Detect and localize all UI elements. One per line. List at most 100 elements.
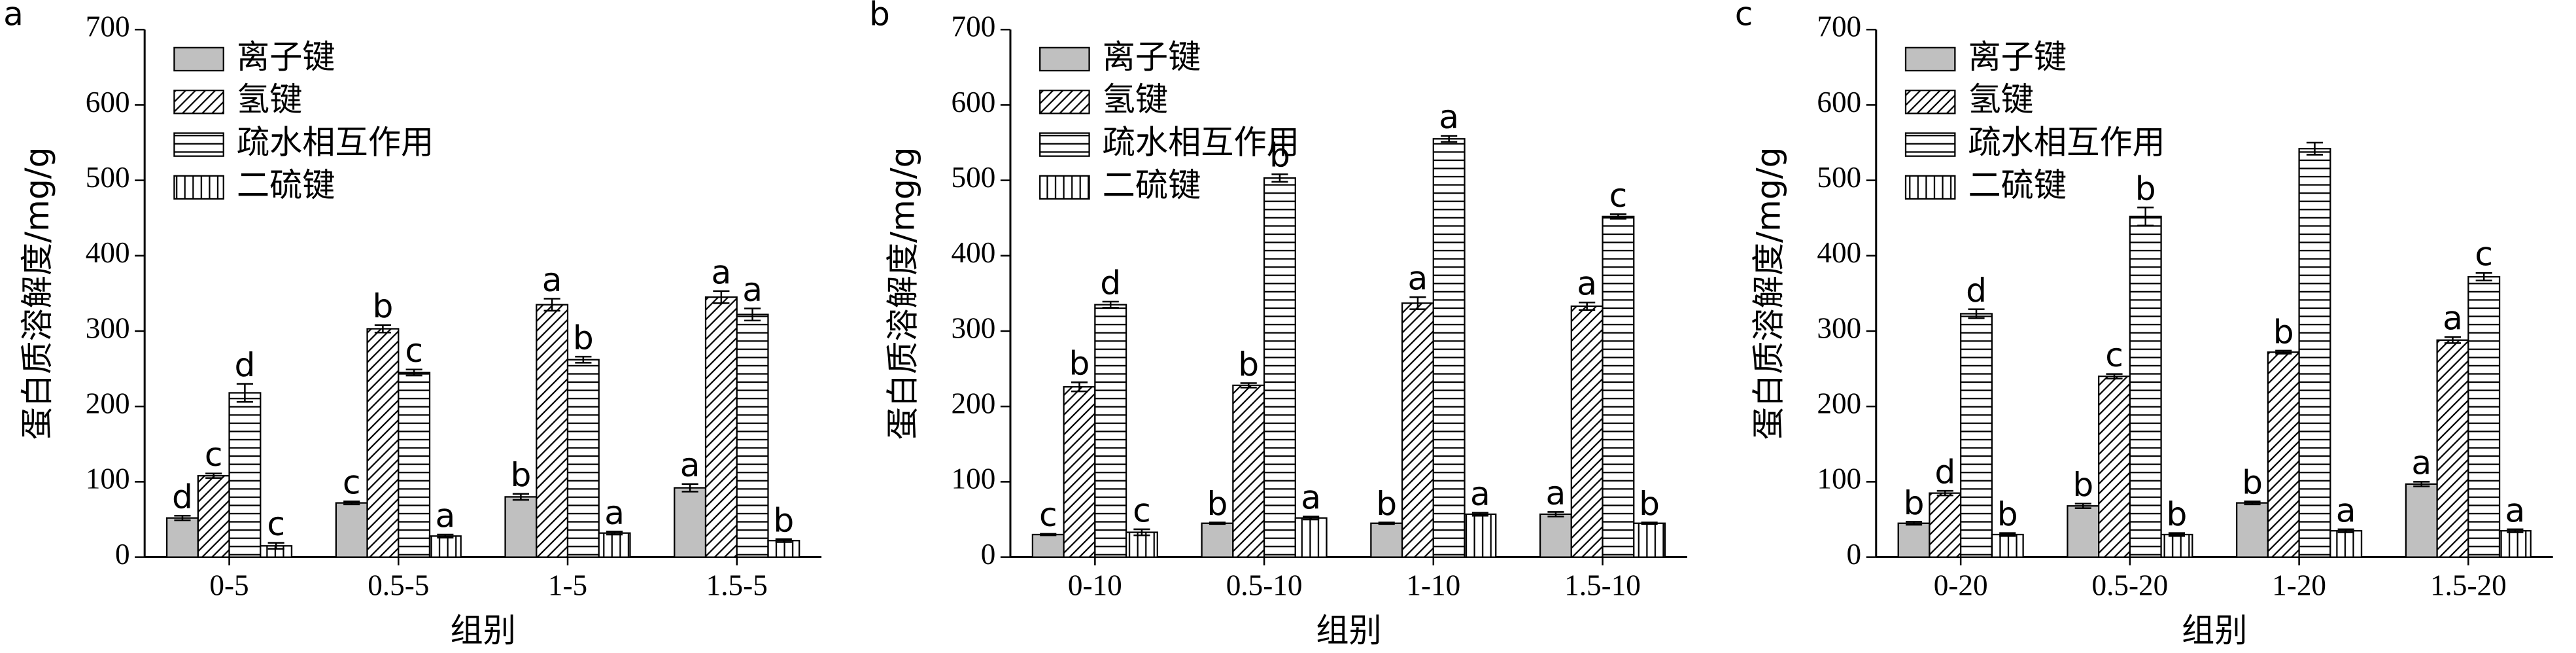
error-bar [575, 355, 592, 364]
bar [1960, 313, 1993, 558]
y-tick-label: 500 [1817, 161, 1861, 194]
error-bar [2168, 532, 2186, 537]
x-tick-label: 1.5-5 [706, 569, 768, 602]
significance-letter: c [405, 331, 423, 370]
error-bar [713, 290, 730, 304]
bar [674, 487, 707, 558]
legend-label: 离子键 [1103, 37, 1201, 76]
x-tick-label: 1-20 [2272, 569, 2326, 602]
significance-letter: d [1966, 271, 1987, 309]
significance-letter: a [711, 253, 731, 291]
bar [1125, 531, 1158, 558]
significance-letter: a [1470, 474, 1490, 513]
significance-letter: a [542, 260, 562, 299]
error-bar [2137, 206, 2154, 226]
significance-letter: a [2505, 491, 2526, 529]
significance-letter: b [2135, 169, 2156, 207]
error-bar [1271, 173, 1288, 183]
bar [566, 359, 600, 558]
legend-swatch [1039, 175, 1090, 200]
y-tick-label: 700 [952, 10, 996, 43]
significance-letter: c [1133, 491, 1151, 529]
y-tick-label: 600 [1817, 86, 1861, 118]
bar [1633, 522, 1666, 558]
bar [598, 532, 631, 558]
significance-letter: b [573, 319, 594, 357]
significance-letter: b [1207, 484, 1228, 523]
y-tick-label: 100 [952, 463, 996, 495]
bar [1897, 522, 1931, 558]
error-bar [1409, 296, 1426, 310]
significance-letter: a [680, 446, 700, 484]
significance-letter: c [1039, 495, 1057, 534]
legend-label: 二硫键 [1103, 166, 1201, 204]
error-bar [1040, 533, 1057, 537]
significance-letter: d [1100, 263, 1121, 302]
panel-label: a [3, 0, 24, 33]
significance-letter: a [1439, 97, 1459, 136]
bar [2436, 339, 2469, 558]
legend-label: 疏水相互作用 [1968, 123, 2165, 162]
y-tick-label: 300 [86, 311, 130, 344]
significance-letter: c [205, 435, 223, 474]
bar [1201, 522, 1234, 558]
x-tick-label: 0-20 [1934, 569, 1988, 602]
bar [2467, 275, 2501, 558]
y-axis-label: 蛋白质溶解度/mg/g [1749, 147, 1788, 440]
error-bar [2106, 373, 2123, 379]
legend-label: 二硫键 [237, 166, 335, 204]
bar [2267, 351, 2300, 558]
error-bar [343, 501, 360, 506]
significance-letter: a [1301, 478, 1321, 517]
error-bar [2306, 141, 2324, 156]
bar [504, 496, 538, 558]
x-tick-label: 1.5-20 [2430, 569, 2507, 602]
significance-letter: b [773, 501, 794, 539]
error-bar [405, 368, 422, 377]
y-tick-label: 400 [952, 236, 996, 269]
bar [1602, 215, 1635, 558]
bar [2498, 530, 2532, 558]
significance-letter: d [172, 478, 193, 516]
bar [1539, 513, 1572, 558]
significance-letter: c [343, 463, 361, 502]
panel-label: c [1735, 0, 1753, 33]
bar [1370, 522, 1403, 558]
bar [1464, 513, 1497, 558]
significance-letter: a [2336, 491, 2356, 529]
bar [2129, 215, 2162, 558]
significance-letter: a [2411, 444, 2431, 482]
bar [2067, 505, 2100, 558]
x-axis-label: 组别 [1316, 611, 1381, 650]
error-bar [236, 383, 253, 403]
significance-letter: c [2105, 336, 2123, 374]
bar [197, 475, 230, 558]
significance-letter: d [1934, 453, 1955, 491]
bar [2329, 530, 2363, 558]
legend-label: 疏水相互作用 [1103, 123, 1299, 162]
y-tick-label: 200 [952, 387, 996, 420]
error-bar [2507, 528, 2524, 533]
x-tick-label: 0.5-5 [368, 569, 429, 602]
bar [165, 517, 199, 558]
bar [1570, 305, 1604, 558]
y-tick-label: 300 [952, 311, 996, 344]
error-bar [2475, 272, 2492, 282]
error-bar [1936, 489, 1953, 497]
error-bar [1999, 532, 2016, 537]
x-tick-label: 0.5-20 [2091, 569, 2168, 602]
significance-letter: b [2072, 465, 2093, 504]
y-tick-label: 700 [86, 10, 130, 43]
y-tick-label: 600 [86, 86, 130, 118]
x-axis-label: 组别 [450, 611, 515, 650]
significance-letter: b [1238, 345, 1259, 383]
error-bar [1471, 512, 1488, 517]
significance-letter: b [1997, 495, 2018, 533]
legend-label: 氢键 [1103, 80, 1168, 118]
significance-letter: b [2167, 495, 2188, 533]
significance-letter: b [1904, 484, 1925, 522]
error-bar [1133, 528, 1150, 537]
bar [366, 328, 400, 558]
error-bar [1303, 516, 1320, 521]
